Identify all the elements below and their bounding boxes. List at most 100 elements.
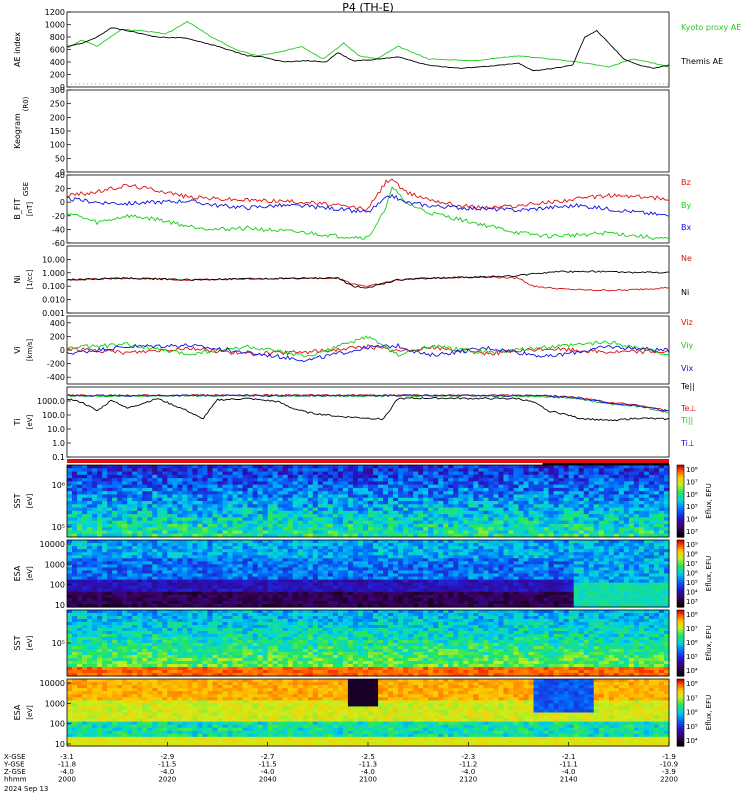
heatmap-cell — [603, 465, 610, 469]
heatmap-cell — [147, 546, 153, 550]
heatmap-cell — [648, 484, 655, 489]
heatmap-cell — [408, 478, 414, 482]
heatmap-cell — [378, 507, 384, 512]
heatmap-cell — [423, 484, 429, 489]
heatmap-cell — [192, 507, 199, 512]
heatmap-cell — [272, 585, 279, 590]
heatmap-cell — [232, 504, 239, 509]
heatmap-cell — [528, 517, 535, 522]
heatmap-cell — [342, 468, 349, 473]
heatmap-cell — [92, 527, 98, 532]
heatmap-cell — [302, 585, 309, 590]
heatmap-cell — [618, 510, 625, 515]
heatmap-cell — [443, 504, 449, 509]
heatmap-cell — [132, 487, 138, 492]
heatmap-cell — [408, 465, 414, 469]
heatmap-cell — [187, 585, 194, 590]
heatmap-cell — [222, 481, 229, 486]
heatmap-cell — [438, 523, 444, 528]
heatmap-cell — [87, 507, 93, 512]
heatmap-cell — [102, 533, 108, 538]
heatmap-cell — [568, 474, 575, 479]
heatmap-cell — [207, 555, 214, 559]
heatmap-cell — [107, 533, 113, 538]
heatmap-cell — [448, 561, 454, 565]
heatmap-cell — [107, 501, 113, 505]
heatmap-cell — [558, 573, 565, 578]
heatmap-cell — [352, 561, 359, 565]
heatmap-cell — [388, 520, 394, 525]
heatmap-cell — [232, 603, 239, 608]
heatmap-cell — [388, 481, 394, 486]
heatmap-cell — [297, 465, 304, 469]
heatmap-cell — [543, 588, 550, 593]
heatmap-cell — [237, 573, 244, 578]
heatmap-cell — [312, 491, 319, 496]
heatmap-cell — [347, 484, 354, 489]
heatmap-cell — [613, 527, 620, 532]
heatmap-cell — [408, 603, 414, 608]
heatmap-cell — [528, 501, 535, 505]
y-tick-label: 400 — [50, 319, 65, 328]
heatmap-cell — [197, 594, 204, 599]
heatmap-cell — [217, 552, 224, 556]
heatmap-cell — [373, 501, 379, 505]
heatmap-cell — [543, 491, 550, 496]
heatmap-cell — [322, 540, 329, 544]
heatmap-cell — [428, 582, 434, 587]
heatmap-cell — [222, 543, 229, 547]
heatmap-cell — [262, 468, 269, 473]
heatmap-cell — [342, 465, 349, 469]
heatmap-cell — [347, 510, 354, 515]
heatmap-cell — [468, 549, 474, 553]
heatmap-cell — [162, 478, 168, 482]
heatmap-cell — [413, 588, 419, 593]
y-tick-label: 200 — [50, 71, 65, 80]
heatmap-cell — [327, 501, 334, 505]
heatmap-cell — [543, 597, 550, 602]
heatmap-cell — [413, 573, 419, 578]
heatmap-cell — [277, 579, 284, 584]
heatmap-cell — [237, 591, 244, 596]
heatmap-cell — [232, 549, 239, 553]
heatmap-cell — [232, 582, 239, 587]
heatmap-cell — [473, 514, 479, 518]
heatmap-cell — [152, 501, 158, 505]
heatmap-cell — [217, 481, 224, 486]
heatmap-cell — [483, 549, 489, 553]
heatmap-cell — [272, 591, 279, 596]
heatmap-cell — [633, 501, 640, 505]
heatmap-cell — [503, 517, 510, 522]
heatmap-cell — [342, 481, 349, 486]
heatmap-cell — [302, 504, 309, 509]
heatmap-cell — [388, 576, 394, 581]
heatmap-cell — [473, 543, 479, 547]
heatmap-cell — [292, 474, 299, 479]
heatmap-cell — [357, 465, 364, 469]
heatmap-cell — [352, 564, 359, 569]
heatmap-cell — [528, 507, 535, 512]
heatmap-cell — [468, 546, 474, 550]
heatmap-cell — [628, 533, 635, 538]
heatmap-cell — [428, 561, 434, 565]
y-tick-label: 10⁵ — [52, 523, 65, 532]
heatmap-cell — [342, 573, 349, 578]
heatmap-cell — [107, 552, 113, 556]
heatmap-cell — [217, 543, 224, 547]
heatmap-cell — [523, 484, 530, 489]
heatmap-cell — [558, 549, 565, 553]
heatmap-cell — [498, 585, 505, 590]
heatmap-cell — [638, 487, 645, 492]
heatmap-cell — [337, 520, 344, 525]
heatmap-cell — [428, 481, 434, 486]
heatmap-cell — [368, 549, 374, 553]
heatmap-cell — [543, 564, 550, 569]
heatmap-cell — [142, 546, 148, 550]
heatmap-cell — [533, 504, 540, 509]
heatmap-cell — [187, 582, 194, 587]
heatmap-cell — [533, 474, 540, 479]
heatmap-cell — [312, 474, 319, 479]
heatmap-cell — [433, 527, 439, 532]
heatmap-cell — [162, 510, 168, 515]
heatmap-cell — [122, 484, 128, 489]
